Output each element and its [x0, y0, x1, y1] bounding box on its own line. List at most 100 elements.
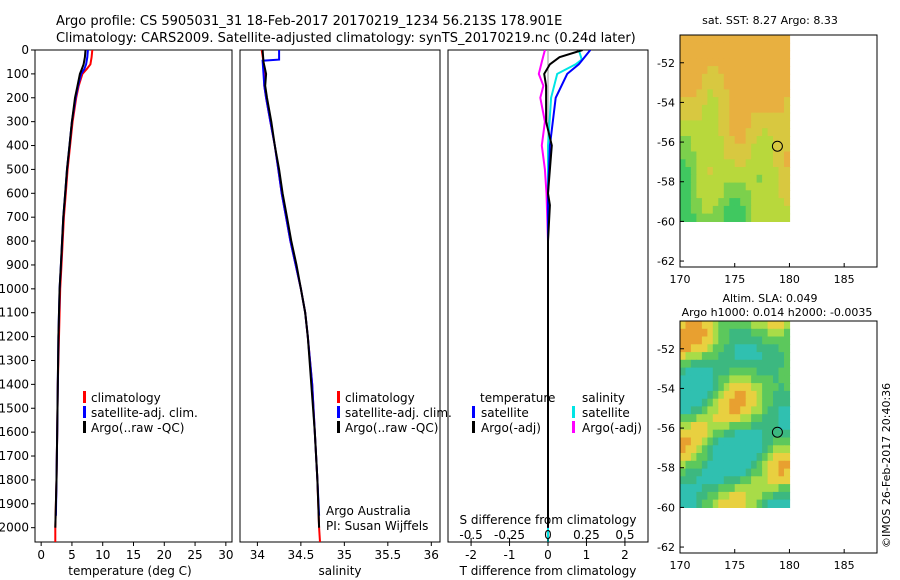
- x-tick-label: 36: [424, 548, 439, 562]
- map-cell: [784, 42, 791, 52]
- map-cell: [701, 437, 708, 446]
- map-cell: [762, 328, 769, 338]
- map-cell: [784, 476, 791, 485]
- map-cell: [729, 35, 736, 44]
- map-cell: [740, 499, 747, 508]
- map-cell: [784, 213, 791, 222]
- map-cell: [712, 344, 719, 353]
- map-cell: [756, 468, 763, 477]
- map-cell: [723, 112, 730, 122]
- map-cell: [745, 182, 752, 191]
- temperature-x-axis: 0 5 10 15 20 25 30: [37, 542, 233, 562]
- map-cell: [751, 97, 758, 106]
- map-cell: [751, 499, 758, 508]
- map-cell: [680, 120, 687, 129]
- map-cell: [696, 35, 703, 44]
- map-cell: [729, 190, 736, 199]
- map-cell: [762, 445, 769, 454]
- map-cell: [712, 112, 719, 122]
- map-cell: [784, 136, 791, 145]
- map-cell: [723, 151, 730, 160]
- map-cell: [767, 359, 774, 369]
- map-cell: [701, 390, 708, 400]
- map-cell: [773, 390, 780, 400]
- map-cell: [778, 120, 785, 129]
- map-cell: [712, 367, 719, 376]
- map-cell: [767, 453, 774, 462]
- map-cell: [696, 213, 703, 222]
- map-cell: [723, 336, 730, 345]
- map-cell: [778, 182, 785, 191]
- map-cell: [784, 468, 791, 477]
- sla-map: [680, 321, 791, 508]
- map-cell: [723, 429, 730, 439]
- map-cell: [756, 182, 763, 191]
- map-cell: [696, 321, 703, 330]
- map-cell: [707, 352, 714, 361]
- salinity-legend-satellite: satellite-adj. clim.: [345, 406, 452, 420]
- map-cell: [778, 453, 785, 462]
- map-y-tick-label: -56: [657, 422, 675, 435]
- map-cell: [701, 422, 708, 431]
- map-cell: [740, 120, 747, 129]
- map-cell: [751, 159, 758, 168]
- map-cell: [751, 476, 758, 485]
- map-cell: [734, 484, 741, 493]
- map-cell: [685, 460, 692, 470]
- map-cell: [751, 213, 758, 222]
- map-cell: [685, 213, 692, 222]
- map-cell: [784, 445, 791, 454]
- map-cell: [680, 151, 687, 160]
- s-tick-label: -0.5: [459, 528, 482, 542]
- map-cell: [712, 336, 719, 345]
- temperature-x-label: temperature (deg C): [68, 564, 191, 578]
- map-cell: [784, 453, 791, 462]
- map-cell: [784, 97, 791, 106]
- map-cell: [745, 367, 752, 376]
- map-cell: [778, 151, 785, 160]
- map-cell: [690, 97, 697, 106]
- map-cell: [723, 468, 730, 477]
- map-cell: [756, 344, 763, 353]
- map-cell: [707, 73, 714, 83]
- map-cell: [756, 406, 763, 415]
- sst-map: [680, 35, 791, 222]
- map-cell: [740, 344, 747, 353]
- map-cell: [685, 81, 692, 90]
- map-cell: [723, 352, 730, 361]
- map-cell: [712, 352, 719, 361]
- depth-tick-label: 600: [6, 186, 29, 200]
- map-cell: [701, 190, 708, 199]
- temperature-argo-diff-line: [543, 50, 583, 528]
- map-cell: [723, 422, 730, 431]
- map-cell: [762, 143, 769, 153]
- map-cell: [707, 367, 714, 376]
- map-cell: [723, 159, 730, 168]
- map-cell: [723, 104, 730, 114]
- map-cell: [767, 167, 774, 176]
- map-cell: [740, 167, 747, 176]
- map-cell: [734, 159, 741, 168]
- map-cell: [778, 73, 785, 83]
- map-cell: [712, 453, 719, 462]
- salinity-plot-frame: [239, 49, 441, 543]
- map-cell: [718, 112, 725, 122]
- map-cell: [690, 50, 697, 59]
- map-cell: [740, 383, 747, 392]
- map-cell: [745, 42, 752, 52]
- legend-swatch-s-argo: [572, 421, 575, 433]
- map-cell: [751, 429, 758, 439]
- map-cell: [690, 42, 697, 52]
- map-cell: [685, 476, 692, 485]
- map-y-tick-label: -60: [657, 501, 675, 514]
- map-cell: [701, 336, 708, 345]
- map-cell: [734, 437, 741, 446]
- map-cell: [767, 198, 774, 207]
- map-cell: [762, 344, 769, 353]
- map-cell: [685, 390, 692, 400]
- map-cell: [745, 66, 752, 75]
- map-cell: [773, 182, 780, 191]
- map-cell: [784, 390, 791, 400]
- map-cell: [734, 97, 741, 106]
- map-cell: [778, 174, 785, 184]
